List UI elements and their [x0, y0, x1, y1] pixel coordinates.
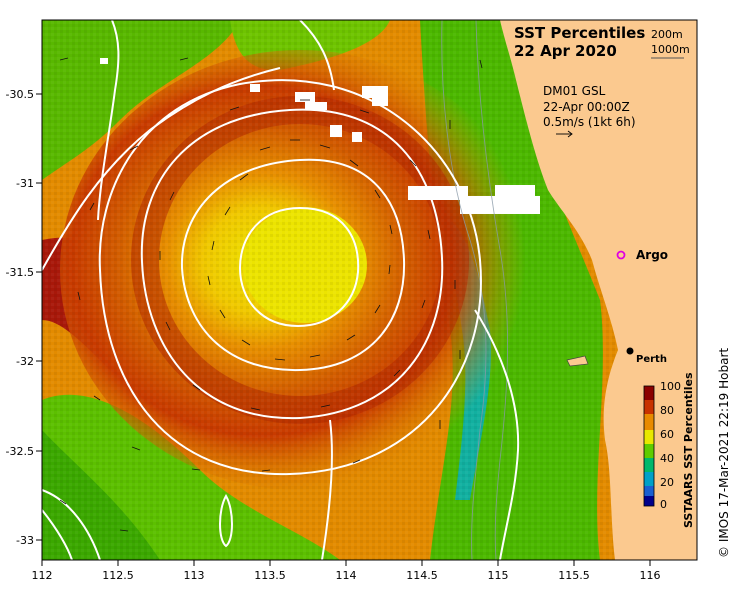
y-tick-31: -31: [16, 177, 34, 190]
ssh-contours: [42, 20, 520, 560]
x-tick-116: 116: [640, 569, 661, 582]
x-tick-115: 115: [488, 569, 509, 582]
depth-legend-200m: 200m: [651, 28, 683, 41]
colorbar-tick-100: 100: [660, 380, 681, 393]
x-tick-113-5: 113.5: [254, 569, 286, 582]
model-label: DM01 GSL: [543, 84, 606, 98]
colorbar-tick-60: 60: [660, 428, 674, 441]
bathymetry-contours: [441, 20, 509, 560]
perth-marker[interactable]: [626, 347, 634, 355]
x-tick-114-5: 114.5: [406, 569, 438, 582]
map-date: 22 Apr 2020: [514, 42, 617, 60]
colorbar-title: SSTAARS SST Percentiles: [682, 372, 695, 528]
vector-scale-label: 0.5m/s (1kt 6h): [543, 115, 636, 129]
perth-label: Perth: [636, 354, 667, 365]
colorbar-tick-20: 20: [660, 476, 674, 489]
argo-label: Argo: [636, 248, 668, 262]
x-tick-112-5: 112.5: [102, 569, 134, 582]
colorbar-tick-40: 40: [660, 452, 674, 465]
x-tick-113: 113: [184, 569, 205, 582]
depth-legend-1000m: 1000m: [651, 43, 690, 56]
map-title: SST Percentiles: [514, 24, 645, 42]
y-tick-30-5: -30.5: [6, 88, 34, 101]
map-panel[interactable]: Argo Perth SST Percentiles 22 Apr 2020 2…: [42, 20, 697, 560]
x-tick-114: 114: [336, 569, 357, 582]
y-tick-33: -33: [16, 534, 34, 547]
y-axis: [36, 93, 42, 541]
colorbar-tick-80: 80: [660, 404, 674, 417]
credit-text: © IMOS 17-Mar-2021 22:19 Hobart: [717, 348, 731, 558]
y-tick-32: -32: [16, 355, 34, 368]
vector-scale-arrow: [556, 130, 573, 138]
cloud-mask: [100, 58, 540, 214]
y-tick-32-5: -32.5: [6, 445, 34, 458]
colorbar-tick-0: 0: [660, 498, 667, 511]
x-tick-112: 112: [32, 569, 53, 582]
colorbar: [643, 385, 655, 507]
y-tick-31-5: -31.5: [6, 266, 34, 279]
current-vectors: [59, 57, 483, 532]
x-axis: [41, 560, 651, 566]
argo-marker[interactable]: [616, 250, 626, 260]
x-tick-115-5: 115.5: [558, 569, 590, 582]
time-label: 22-Apr 00:00Z: [543, 100, 630, 114]
map-frame: [41, 19, 698, 561]
rottnest-island: [566, 355, 589, 367]
